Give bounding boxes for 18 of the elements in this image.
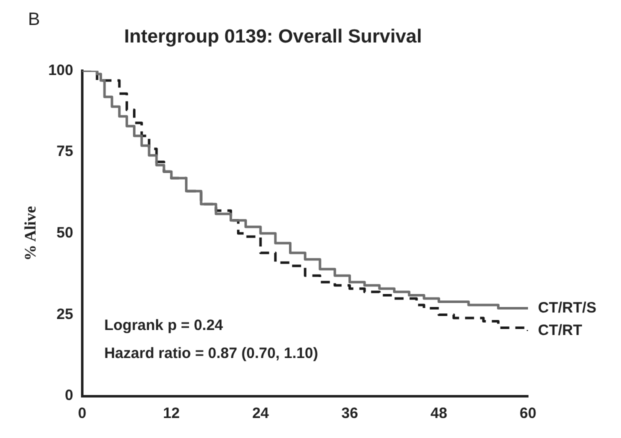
x-tick-label: 48 <box>430 405 448 422</box>
y-tick-label: 75 <box>56 143 74 160</box>
y-tick-label: 50 <box>56 224 74 242</box>
annotation: Hazard ratio = 0.87 (0.70, 1.10) <box>104 345 318 362</box>
x-tick-label: 24 <box>252 405 270 422</box>
y-tick-label: 100 <box>48 62 74 79</box>
x-tick-label: 36 <box>341 405 358 422</box>
chart-title: Intergroup 0139: Overall Survival <box>124 26 422 48</box>
x-tick-label: 12 <box>163 405 180 422</box>
x-tick-label: 0 <box>78 405 86 422</box>
series-label: CT/RT/S <box>538 299 596 316</box>
annotation: Logrank p = 0.24 <box>104 317 224 334</box>
y-tick-label: 25 <box>56 306 74 323</box>
x-tick-label: 60 <box>520 405 536 422</box>
y-tick-label: 0 <box>64 387 74 404</box>
series-label: CT/RT <box>538 322 582 340</box>
text: B <box>28 8 40 29</box>
y-axis-title: % Alive <box>22 206 40 261</box>
